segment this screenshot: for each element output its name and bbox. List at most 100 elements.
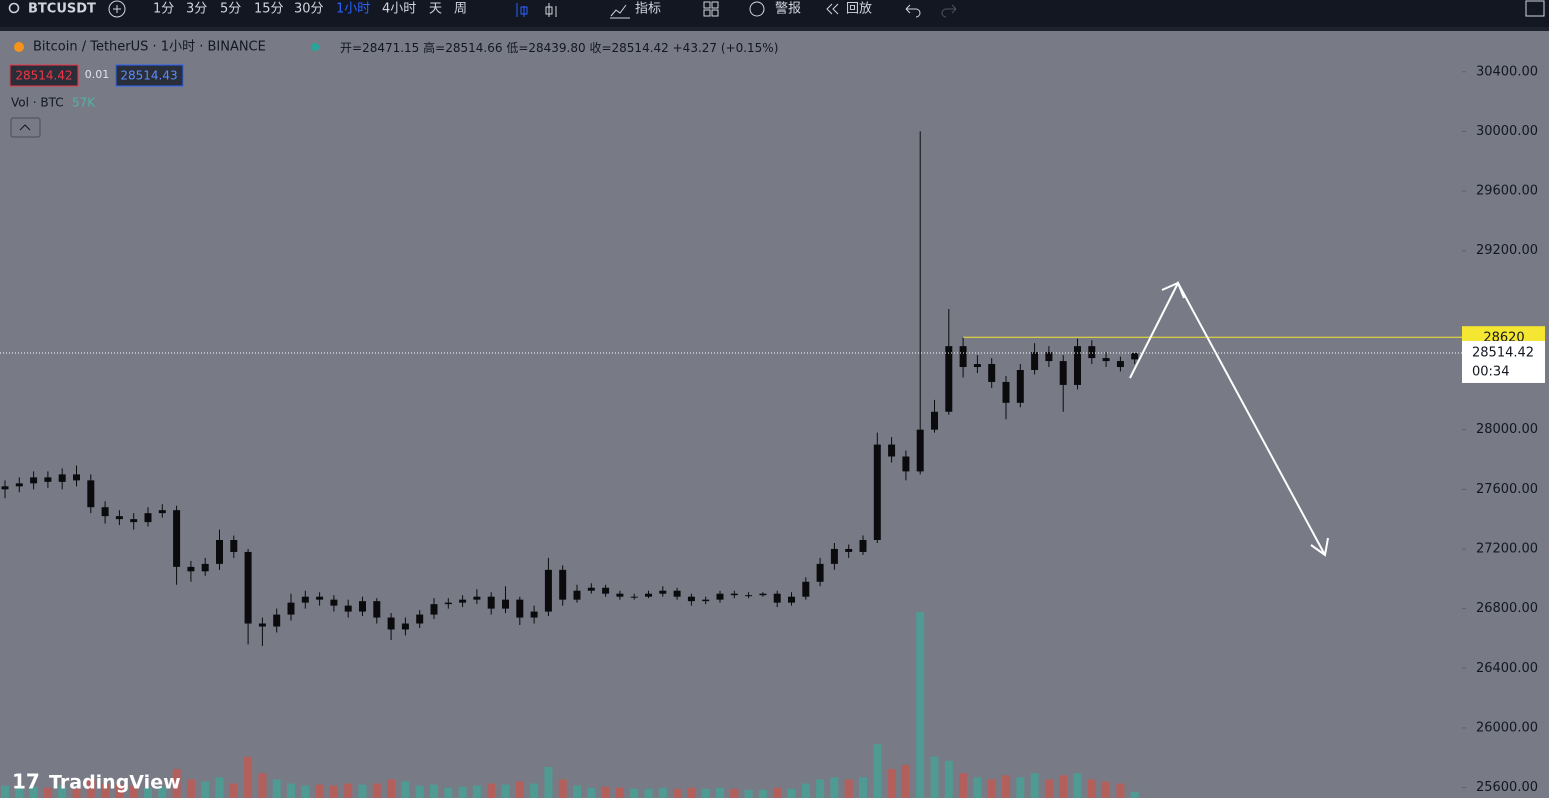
candle-body — [1116, 361, 1124, 368]
ohlc-value: 28439.80 — [528, 41, 585, 55]
candle-body — [416, 614, 424, 624]
volume-bar — [844, 779, 853, 798]
add-icon — [113, 5, 121, 13]
volume-bar — [973, 777, 982, 798]
ohlc-change: +43.27 (+0.15%) — [673, 41, 779, 55]
candle-body — [1045, 352, 1053, 362]
volume-bar — [1030, 773, 1039, 798]
candle-body — [187, 566, 195, 572]
volume-bar — [215, 777, 224, 798]
volume-bar — [329, 785, 338, 798]
candle-body — [902, 456, 910, 472]
add-symbol[interactable] — [108, 0, 126, 18]
collapse-legend[interactable] — [10, 117, 41, 138]
symbol[interactable]: BTCUSDT — [28, 2, 96, 17]
candle-body — [873, 444, 881, 541]
volume-bar — [515, 781, 524, 798]
chart-type[interactable] — [516, 3, 528, 17]
alerts-button[interactable]: 警报 — [775, 1, 801, 17]
redo[interactable] — [941, 4, 957, 18]
volume-bar — [773, 787, 782, 798]
interval-button[interactable]: 天 — [429, 2, 442, 17]
volume-bar — [86, 779, 95, 798]
candle-body — [1088, 346, 1096, 359]
ohlc-label: 开= — [340, 41, 362, 55]
candle-body — [802, 581, 810, 597]
interval-button[interactable]: 4小时 — [382, 2, 416, 17]
volume-bar — [1130, 791, 1139, 798]
search-icon[interactable] — [8, 2, 20, 14]
candle-body — [745, 595, 753, 597]
volume-bar — [430, 784, 438, 798]
candle-body — [530, 611, 538, 618]
ohlc-label: 高= — [423, 40, 445, 55]
volume-bar — [272, 779, 281, 798]
volume-bar — [758, 789, 767, 798]
candle-body — [730, 593, 738, 596]
spread: 0.01 — [85, 68, 110, 81]
chart-style[interactable] — [545, 3, 557, 17]
interval-button[interactable]: 1分 — [153, 2, 174, 17]
candle-body — [473, 596, 481, 600]
indicators-button[interactable]: 指标 — [635, 2, 661, 17]
candle-body — [788, 596, 795, 603]
fullscreen[interactable] — [1525, 0, 1545, 17]
candle-body — [158, 510, 166, 514]
volume-bar — [987, 779, 996, 798]
candle-body — [173, 510, 181, 567]
candle-body — [602, 587, 610, 594]
ohlc-label: 低= — [506, 41, 528, 55]
candle-body — [144, 513, 152, 523]
volume-bar — [1102, 781, 1111, 798]
volume-bar — [873, 744, 882, 798]
volume-bar — [1, 785, 9, 798]
volume-bar — [372, 783, 381, 798]
candle-body — [931, 411, 938, 430]
ask-price: 28514.43 — [120, 69, 177, 83]
candle-body — [845, 548, 853, 552]
interval-button[interactable]: 3分 — [186, 2, 207, 17]
volume-bar — [830, 777, 839, 798]
volume-bar — [315, 784, 324, 798]
layout-icon — [703, 9, 711, 17]
volume-bar — [387, 779, 396, 798]
volume-bar — [1002, 775, 1010, 798]
interval-button[interactable]: 周 — [454, 2, 467, 17]
replay-button[interactable]: 回放 — [846, 2, 872, 17]
interval-button[interactable]: 5分 — [220, 2, 241, 17]
candle-body — [401, 623, 409, 630]
volume-bar — [673, 788, 682, 798]
candle-body — [973, 364, 981, 368]
bid-price: 28514.42 — [15, 69, 72, 83]
candle-body — [559, 569, 567, 600]
candle-body — [1074, 346, 1081, 385]
candle-body — [15, 483, 23, 487]
candle-body — [945, 346, 953, 412]
bid-box[interactable] — [9, 64, 79, 87]
volume-bar — [1116, 783, 1125, 798]
candle-body — [58, 474, 66, 482]
candle-body — [645, 593, 652, 597]
volume-bar — [501, 784, 510, 798]
volume-bar — [716, 787, 724, 798]
volume-bar — [444, 787, 453, 798]
ask-box[interactable] — [115, 64, 184, 87]
volume-bar — [530, 783, 539, 798]
interval-button[interactable]: 15分 — [254, 2, 284, 17]
legend-title: Bitcoin / TetherUS · 1小时 · BINANCE — [33, 40, 266, 55]
volume-bar — [144, 787, 152, 798]
volume-bar — [358, 784, 367, 798]
volume-bar — [172, 769, 181, 798]
candle-body — [344, 605, 352, 612]
layout-icon[interactable] — [703, 1, 711, 9]
undo[interactable] — [905, 4, 921, 18]
volume-bar — [744, 789, 753, 798]
y-tick-label: 26000.00 — [1476, 720, 1538, 735]
candle-body — [201, 563, 209, 572]
interval-button[interactable]: 30分 — [294, 2, 324, 17]
volume-bar — [458, 786, 467, 798]
interval-button[interactable]: 1小时 — [336, 2, 370, 17]
volume-bar — [916, 612, 925, 798]
candle-body — [373, 601, 381, 618]
